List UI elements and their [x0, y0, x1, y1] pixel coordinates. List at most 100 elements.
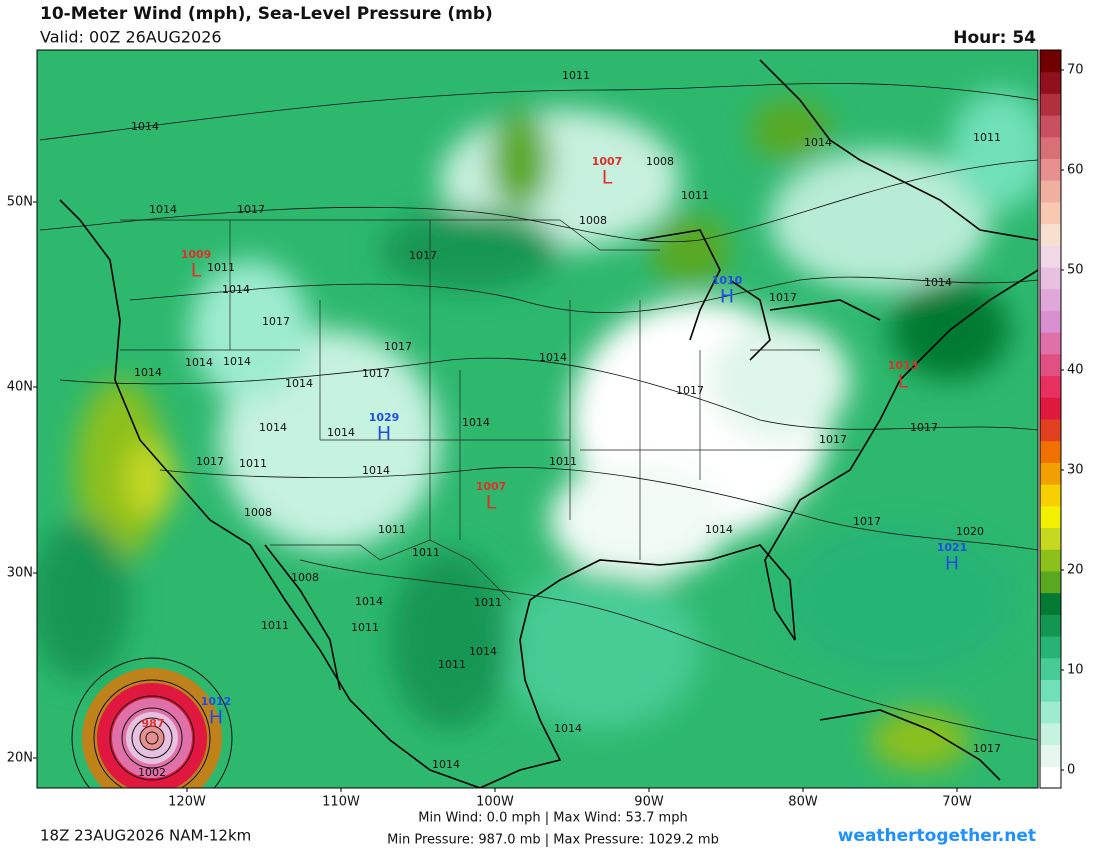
colorbar-swatch: [1040, 766, 1061, 789]
site-name: weathertogether.net: [838, 826, 1036, 846]
colorbar-swatch: [1040, 180, 1061, 203]
isobar-label: 1014: [554, 722, 582, 735]
isobar-label: 1014: [432, 758, 460, 771]
isobar-label: 1014: [539, 351, 567, 364]
title: 10-Meter Wind (mph), Sea-Level Pressure …: [40, 4, 493, 24]
isobar-label: 1008: [291, 571, 319, 584]
colorbar-swatch: [1040, 484, 1061, 507]
colorbar-swatch: [1040, 201, 1061, 225]
isobar-label: 1017: [910, 421, 938, 434]
isobar-label: 1008: [244, 506, 272, 519]
isobar-label: 1014: [149, 203, 177, 216]
lon-label: 90W: [634, 795, 664, 810]
lon-label: 110W: [322, 795, 360, 810]
colorbar-swatch: [1040, 115, 1061, 138]
isobar-label: 1011: [207, 261, 235, 274]
lon-label: 100W: [476, 795, 514, 810]
isobar-label: 1020: [956, 525, 984, 538]
lon-label: 80W: [788, 795, 818, 810]
isobar-label: 1014: [131, 120, 159, 133]
colorbar-swatch: [1040, 505, 1061, 529]
map: [37, 50, 1038, 788]
center-value: 1013: [888, 359, 919, 372]
colorbar-swatch: [1040, 679, 1061, 702]
colorbar-frame: [1039, 49, 1062, 789]
center-letter: H: [209, 707, 223, 729]
center-value: 1010: [712, 274, 743, 287]
isobar-label: 1017: [819, 433, 847, 446]
colorbar: 0 10 20 30 40 50 60 70: [1039, 49, 1084, 789]
colorbar-swatch: [1040, 701, 1061, 724]
colorbar-swatch: [1040, 549, 1061, 572]
isobar-label: 1017: [769, 291, 797, 304]
colorbar-swatch: [1040, 310, 1061, 333]
isobar-label: 1002: [138, 766, 166, 779]
colorbar-label: 30: [1067, 463, 1084, 478]
colorbar-label: 70: [1067, 63, 1084, 78]
isobar-label: 1017: [853, 515, 881, 528]
isobar-label: 1014: [355, 595, 383, 608]
colorbar-swatch: [1040, 419, 1061, 442]
isobar-label: 1014: [259, 421, 287, 434]
isobar-label: 1011: [261, 619, 289, 632]
center-letter: H: [945, 553, 959, 575]
isobar-label: 1008: [579, 214, 607, 227]
center-value: 987: [142, 717, 165, 730]
colorbar-label: 10: [1067, 663, 1084, 678]
isobar-label: 1017: [196, 455, 224, 468]
colorbar-swatch: [1040, 592, 1061, 615]
isobar-label: 1014: [362, 464, 390, 477]
isobar-label: 1014: [285, 377, 313, 390]
isobar-label: 1014: [462, 416, 490, 429]
colorbar-label: 50: [1067, 263, 1084, 278]
colorbar-swatch: [1040, 93, 1061, 116]
wind-stats: Min Wind: 0.0 mph | Max Wind: 53.7 mph: [418, 811, 687, 826]
isobar-label: 1017: [384, 340, 412, 353]
lat-label: 40N: [7, 380, 33, 395]
colorbar-swatch: [1040, 570, 1061, 594]
isobar-label: 1011: [474, 596, 502, 609]
isobar-label: 1014: [705, 523, 733, 536]
forecast-hour: Hour: 54: [953, 28, 1036, 48]
isobar-label: 1011: [549, 455, 577, 468]
lon-label: 120W: [168, 795, 206, 810]
isobar-label: 1014: [222, 283, 250, 296]
colorbar-swatch: [1040, 462, 1061, 485]
isobar-label: 1011: [973, 131, 1001, 144]
isobar-label: 1017: [973, 742, 1001, 755]
center-value: 1009: [181, 248, 212, 261]
colorbar-swatch: [1040, 288, 1061, 311]
center-letter: L: [486, 492, 497, 514]
lat-label: 30N: [7, 566, 33, 581]
isobar-label: 1011: [562, 69, 590, 82]
center-value: 1007: [476, 480, 507, 493]
isobar-label: 1014: [327, 426, 355, 439]
isobar-label: 1017: [262, 315, 290, 328]
colorbar-swatch: [1040, 50, 1061, 73]
center-value: 1007: [592, 155, 623, 168]
colorbar-swatch: [1040, 375, 1061, 398]
isobar-label: 1017: [362, 367, 390, 380]
colorbar-swatch: [1040, 397, 1061, 420]
colorbar-swatch: [1040, 657, 1061, 680]
colorbar-swatch: [1040, 332, 1061, 355]
lat-label: 20N: [7, 751, 33, 766]
isobar-label: 1014: [134, 366, 162, 379]
wind-field: [37, 90, 1038, 770]
valid-time: Valid: 00Z 26AUG2026: [40, 28, 222, 47]
isobar-label: 1008: [646, 155, 674, 168]
colorbar-swatch: [1040, 245, 1061, 268]
colorbar-swatch: [1040, 744, 1061, 767]
map-frame: [36, 49, 1039, 789]
colorbar-swatch: [1040, 136, 1061, 160]
center-value: 1029: [369, 411, 400, 424]
isobar-label: 1014: [924, 276, 952, 289]
isobar-label: 1011: [378, 523, 406, 536]
center-letter: L: [191, 260, 202, 282]
lat-label: 50N: [7, 195, 33, 210]
isobar-label: 1011: [438, 658, 466, 671]
colorbar-swatch: [1040, 223, 1061, 246]
center-letter: L: [898, 371, 909, 393]
colorbar-label: 20: [1067, 563, 1084, 578]
